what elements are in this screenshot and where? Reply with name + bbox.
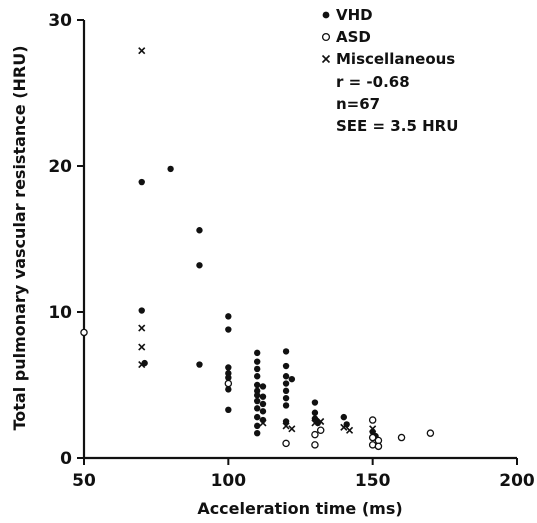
vhd-point-0 <box>138 178 145 186</box>
y-tick-label-3: 30 <box>48 11 72 31</box>
asd-point-3 <box>311 430 319 439</box>
vhd-point-41 <box>311 409 319 416</box>
vhd-point-15 <box>254 358 261 365</box>
vhd-point-44 <box>340 413 347 421</box>
vhd-point-8 <box>225 326 232 333</box>
vhd-point-18 <box>254 381 261 389</box>
asd-point-0 <box>80 328 88 337</box>
vhd-point-28 <box>259 400 267 408</box>
vhd-point-14 <box>254 349 261 357</box>
x-tick-label-3: 200 <box>499 471 535 491</box>
miscellaneous-point-4 <box>259 419 267 427</box>
miscellaneous-point-3 <box>138 360 146 369</box>
legend-vhd-label: VHD <box>336 6 373 24</box>
x-axis-title: Acceleration time (ms) <box>197 499 402 518</box>
y-axis-title: Total pulmonary vascular resistance (HRU… <box>10 45 29 430</box>
miscellaneous-point-8 <box>317 417 325 426</box>
vhd-point-12 <box>225 386 232 393</box>
vhd-point-6 <box>196 361 203 368</box>
asd-point-12 <box>426 429 435 437</box>
miscellaneous-point-11 <box>369 425 377 433</box>
vhd-point-11 <box>225 374 232 381</box>
vhd-point-16 <box>254 365 261 373</box>
data-markers <box>80 47 435 451</box>
vhd-point-3 <box>167 165 174 173</box>
miscellaneous-point-10 <box>346 426 354 434</box>
vhd-point-39 <box>288 375 296 383</box>
miscellaneous-point-0 <box>138 47 146 55</box>
asd-point-1 <box>224 379 233 388</box>
vhd-point-4 <box>196 227 203 234</box>
vhd-point-26 <box>259 383 267 390</box>
legend-misc-label: Miscellaneous <box>336 50 455 68</box>
vhd-point-23 <box>254 413 261 421</box>
legend-misc-marker <box>321 54 331 64</box>
asd-point-5 <box>316 426 325 435</box>
x-tick-label-2: 150 <box>355 471 391 491</box>
miscellaneous-point-9 <box>340 423 348 431</box>
vhd-point-38 <box>282 418 290 425</box>
vhd-point-5 <box>196 262 203 269</box>
axis-ticks: 50 100 150 200 0 10 20 30 <box>48 11 535 491</box>
x-tick-label-1: 100 <box>211 471 247 491</box>
legend-stat-r: r = -0.68 <box>336 73 410 91</box>
legend: VHD ASD Miscellaneous r = -0.68 n=67 SEE… <box>321 6 458 135</box>
vhd-point-34 <box>282 380 290 387</box>
asd-point-11 <box>397 433 406 442</box>
vhd-point-24 <box>254 422 261 430</box>
vhd-point-19 <box>254 387 261 395</box>
vhd-point-36 <box>282 394 290 402</box>
vhd-point-13 <box>225 406 232 414</box>
asd-point-10 <box>374 442 383 451</box>
vhd-point-10 <box>225 370 232 377</box>
vhd-point-29 <box>259 408 267 415</box>
miscellaneous-point-2 <box>138 343 146 351</box>
miscellaneous-point-7 <box>311 419 319 427</box>
vhd-point-2 <box>141 359 148 367</box>
miscellaneous-point-1 <box>138 324 146 332</box>
legend-stat-n: n=67 <box>336 95 380 113</box>
plot-area <box>82 20 517 460</box>
vhd-point-17 <box>254 373 261 380</box>
vhd-point-25 <box>254 429 261 437</box>
vhd-point-37 <box>282 402 290 409</box>
vhd-point-27 <box>259 393 267 400</box>
miscellaneous-point-6 <box>288 425 296 433</box>
vhd-point-40 <box>311 399 319 406</box>
vhd-point-31 <box>282 348 290 355</box>
vhd-point-1 <box>138 307 145 314</box>
vhd-point-33 <box>282 373 290 380</box>
vhd-point-9 <box>225 364 232 371</box>
x-tick-label-0: 50 <box>72 471 96 491</box>
miscellaneous-point-5 <box>282 422 290 430</box>
legend-asd-label: ASD <box>336 28 371 46</box>
legend-vhd-marker <box>322 11 330 19</box>
y-tick-label-2: 20 <box>48 157 72 177</box>
vhd-point-35 <box>282 387 290 395</box>
vhd-point-32 <box>282 362 290 370</box>
asd-point-4 <box>311 441 319 449</box>
y-tick-label-0: 0 <box>60 449 72 469</box>
legend-asd-marker <box>321 32 331 42</box>
legend-stat-see: SEE = 3.5 HRU <box>336 117 458 135</box>
asd-point-6 <box>368 416 377 424</box>
y-tick-label-1: 10 <box>48 303 72 323</box>
vhd-point-7 <box>225 313 232 320</box>
vhd-point-21 <box>254 397 261 405</box>
vhd-point-20 <box>254 392 261 399</box>
asd-point-7 <box>368 433 377 442</box>
vhd-point-22 <box>254 405 261 412</box>
asd-point-2 <box>282 439 290 448</box>
